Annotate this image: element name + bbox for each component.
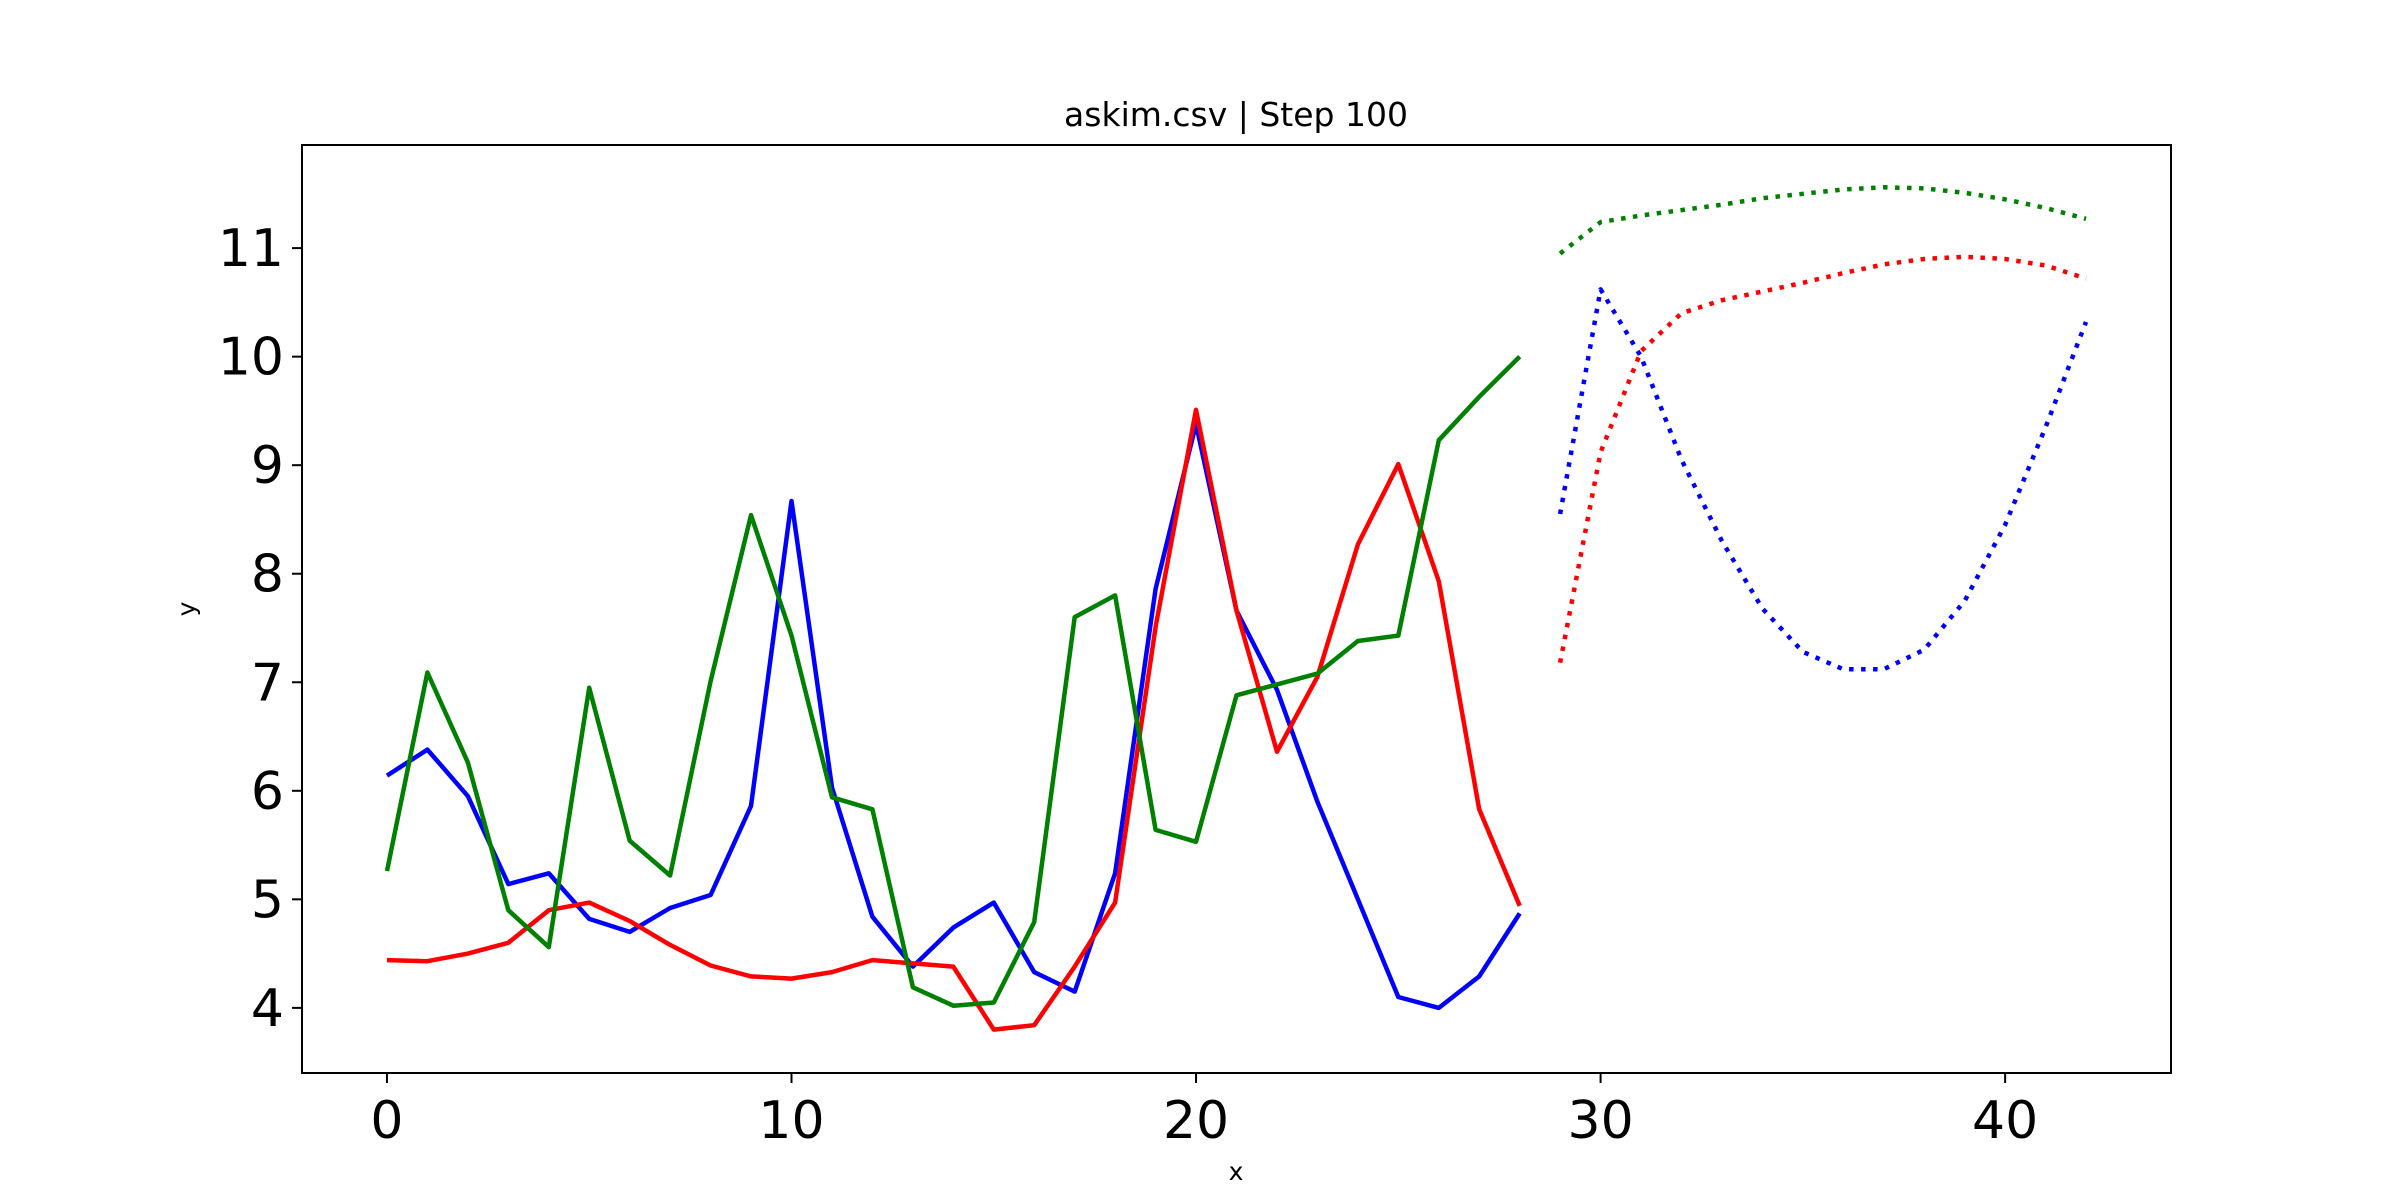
series-line-3 — [384, 355, 1522, 1008]
y-axis-label: y — [172, 601, 201, 616]
y-tick-label: 11 — [218, 219, 284, 279]
y-tick-label: 10 — [218, 328, 284, 388]
x-axis-label: x — [1229, 1157, 1244, 1186]
x-tick-label: 30 — [1568, 1091, 1634, 1151]
y-tick-label: 6 — [251, 762, 284, 822]
y-tick-label: 9 — [251, 436, 284, 496]
x-tick-label: 40 — [1972, 1091, 2038, 1151]
y-tick-label: 7 — [251, 653, 284, 713]
x-tick-label: 0 — [370, 1091, 403, 1151]
series-line-6 — [1558, 185, 2087, 256]
series-line-2 — [386, 407, 1522, 1032]
chart-title: askim.csv | Step 100 — [1064, 95, 1408, 134]
plot-area-frame — [301, 144, 2172, 1074]
y-tick-label: 8 — [251, 545, 284, 605]
series-line-4 — [1557, 287, 2089, 672]
y-tick-label: 4 — [251, 979, 284, 1039]
y-tick-label: 5 — [251, 870, 284, 930]
axes-layer: 0 10 20 30 40 4 5 6 7 8 9 10 11 — [218, 219, 2038, 1151]
x-tick-label: 20 — [1163, 1091, 1229, 1151]
series-layer — [384, 185, 2089, 1032]
x-tick-label: 10 — [758, 1091, 824, 1151]
